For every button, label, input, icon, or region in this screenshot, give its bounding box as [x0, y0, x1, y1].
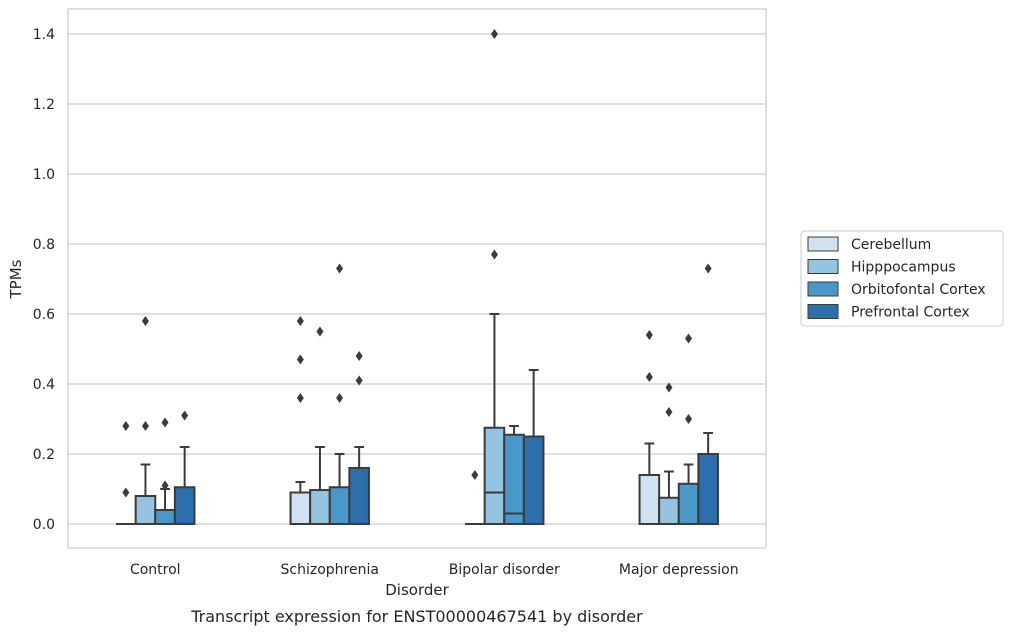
- x-axis-label: Disorder: [385, 581, 449, 599]
- box-group: [173, 410, 196, 525]
- box-group: [309, 326, 331, 525]
- box-group: [289, 316, 312, 525]
- y-axis-label: TPMs: [7, 259, 25, 299]
- box-group: [638, 330, 661, 525]
- outlier-point: [161, 480, 169, 491]
- box: [503, 433, 525, 525]
- boxes: [116, 29, 719, 525]
- box: [154, 509, 176, 525]
- x-tick-label: Major depression: [619, 562, 739, 578]
- outlier-point: [645, 330, 653, 340]
- box: [173, 486, 196, 525]
- legend-swatch: [807, 259, 839, 274]
- outlier-point: [336, 263, 344, 274]
- gridlines: [68, 33, 766, 525]
- legend-label: Cerebellum: [851, 237, 931, 253]
- legend-label: Orbitofontal Cortex: [851, 282, 986, 298]
- outlier-point: [296, 393, 304, 403]
- box-group: [328, 263, 351, 525]
- y-tick-label: 0.4: [33, 377, 55, 393]
- box-group: [658, 382, 680, 525]
- outlier-point: [685, 414, 693, 424]
- outlier-point: [122, 487, 130, 498]
- y-tick-label: 0.0: [33, 517, 55, 533]
- box-group: [503, 425, 525, 525]
- x-tick-label: Control: [130, 562, 181, 578]
- box-group: [677, 333, 700, 525]
- legend-frame: [800, 230, 1004, 327]
- y-axis-ticks: 0.0 0.2 0.4 0.6 0.8 1.0 1.2 1.4: [33, 27, 55, 533]
- y-tick-label: 1.0: [33, 167, 55, 183]
- box: [697, 453, 719, 525]
- box: [677, 482, 700, 525]
- y-tick-label: 1.2: [33, 97, 55, 113]
- x-axis-ticks: Control Schizophrenia Bipolar disorder Majo…: [130, 562, 739, 578]
- y-tick-label: 1.4: [33, 27, 55, 43]
- box-group: [697, 263, 719, 525]
- legend-label: Prefrontal Cortex: [851, 305, 970, 321]
- legend-swatch: [807, 281, 839, 297]
- box: [638, 474, 661, 525]
- y-tick-label: 0.8: [33, 237, 55, 253]
- outlier-point: [316, 326, 324, 337]
- legend-swatch: [807, 236, 839, 252]
- x-tick-label: Schizophrenia: [281, 562, 379, 578]
- box-group: [134, 316, 157, 525]
- outlier-point: [665, 382, 673, 393]
- outlier-point: [181, 410, 189, 421]
- y-tick-label: 0.6: [33, 307, 55, 323]
- box-group: [483, 29, 506, 525]
- outlier-point: [141, 421, 149, 431]
- outlier-point: [490, 249, 498, 260]
- box: [348, 467, 370, 525]
- x-tick-label: Bipolar disorder: [449, 562, 560, 578]
- box-group: [116, 421, 136, 525]
- box: [309, 489, 331, 525]
- outlier-point: [122, 421, 130, 431]
- box: [658, 496, 680, 525]
- outlier-point: [471, 470, 479, 480]
- outlier-point: [355, 351, 363, 361]
- outlier-point: [355, 375, 363, 386]
- outlier-point: [336, 393, 344, 403]
- outlier-point: [161, 417, 169, 428]
- outlier-point: [704, 263, 712, 274]
- legend-label: Hipppocampus: [851, 260, 956, 276]
- outlier-point: [685, 333, 693, 344]
- box-group: [465, 470, 485, 525]
- outlier-point: [645, 372, 653, 382]
- legend: Cerebellum Hipppocampus Orbitofontal Corte…: [800, 230, 1004, 327]
- box-group: [154, 417, 176, 525]
- box: [522, 435, 545, 525]
- outlier-point: [665, 407, 673, 417]
- box-group: [522, 369, 545, 525]
- box: [289, 491, 312, 525]
- chart-caption: Transcript expression for ENST0000046754…: [190, 607, 643, 626]
- y-tick-label: 0.2: [33, 447, 55, 463]
- outlier-point: [490, 29, 498, 39]
- legend-swatch: [807, 304, 839, 319]
- outlier-point: [141, 316, 149, 326]
- outlier-point: [296, 316, 304, 326]
- box: [483, 426, 506, 525]
- box-group: [348, 351, 370, 525]
- box: [134, 495, 157, 525]
- box: [328, 486, 351, 525]
- outlier-point: [296, 354, 304, 365]
- plot-area-frame: [67, 8, 767, 549]
